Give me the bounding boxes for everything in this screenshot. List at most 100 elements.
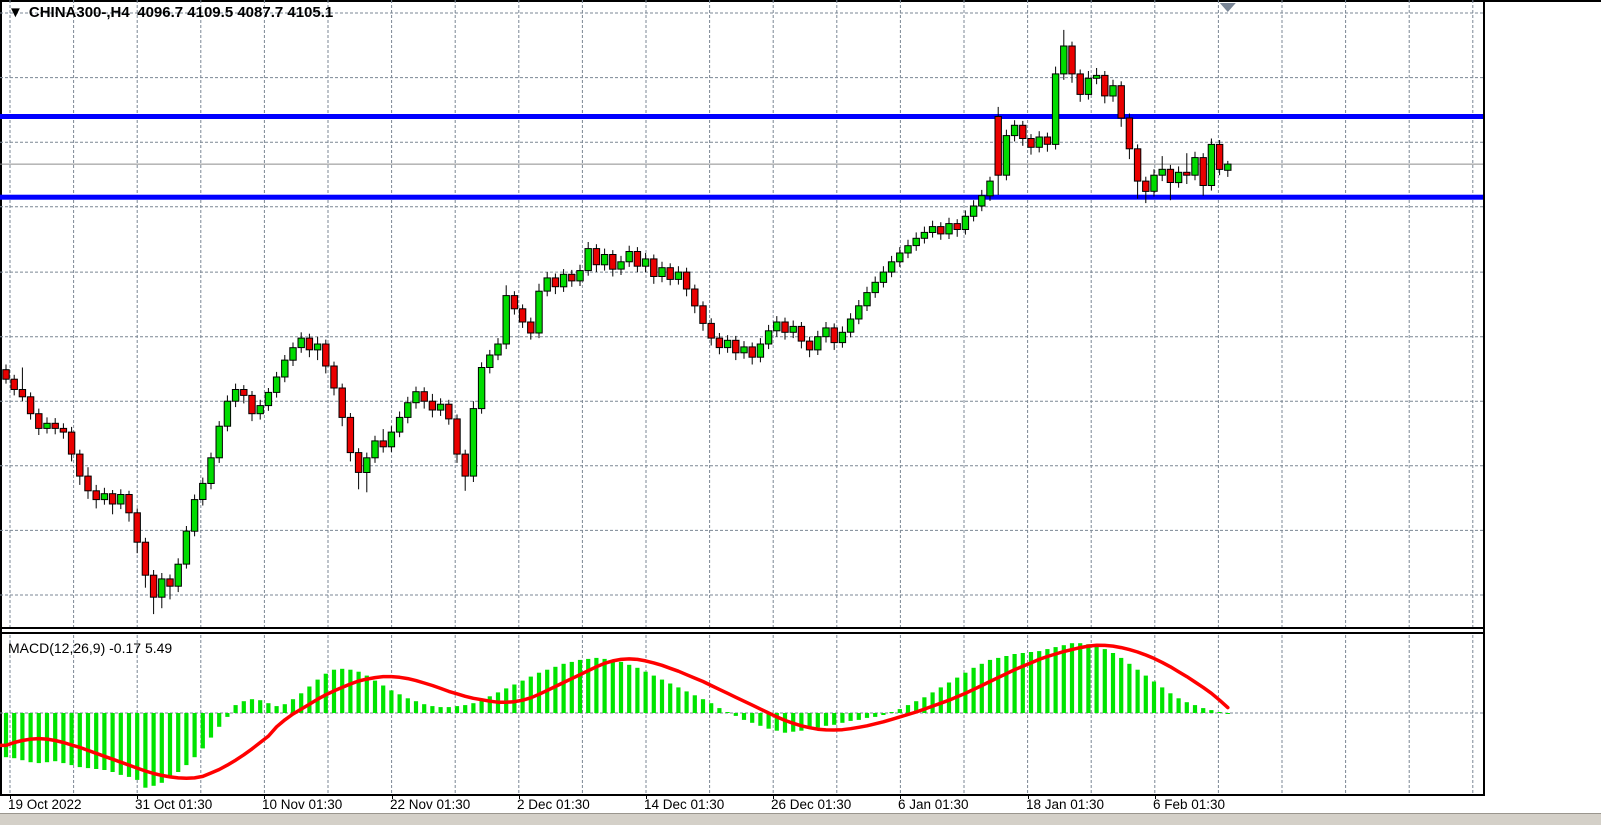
panel-separator-inner [0, 632, 1485, 634]
macd-histogram-bar [651, 675, 656, 713]
window-chrome-bottom [0, 813, 1601, 825]
macd-histogram-bar [1004, 656, 1009, 713]
macd-histogram-bar [1110, 653, 1116, 713]
candle-body [215, 425, 223, 459]
candle-body [1199, 157, 1207, 187]
time-axis-line [0, 794, 1485, 796]
candle-body [1027, 138, 1035, 148]
candle-body [510, 295, 519, 310]
candle-body [658, 267, 666, 278]
candle-body [617, 261, 625, 270]
candle-body [1010, 124, 1019, 137]
macd-histogram-bar [184, 713, 189, 766]
candle-body [477, 367, 486, 410]
candle-body [502, 295, 510, 345]
candle-body [1076, 73, 1084, 95]
candle-body [395, 416, 404, 433]
macd-signal-line [0, 643, 1230, 780]
macd-histogram-bar [200, 713, 205, 749]
macd-histogram-bar [725, 712, 730, 713]
candle-body [231, 389, 240, 402]
candle-body [904, 245, 912, 254]
candle-body [248, 394, 256, 415]
time-axis[interactable]: 19 Oct 2022 31 Oct 01:30 10 Nov 01:30 22 No… [0, 795, 1483, 813]
candle-body [527, 321, 535, 334]
macd-histogram-bar [848, 713, 853, 721]
macd-histogram-bar [1217, 712, 1222, 713]
macd-histogram-bar [405, 698, 410, 713]
candle-body [1133, 148, 1142, 182]
candle-body [223, 400, 232, 427]
candle-body [26, 396, 35, 415]
candle-body [650, 258, 658, 277]
candle-body [469, 408, 478, 477]
price-axis[interactable]: 4311.04223.04135.04047.03958.03870.03782… [1483, 0, 1601, 795]
candle-body [43, 422, 51, 429]
macd-histogram-bar [12, 713, 17, 759]
time-label: 2 Dec 01:30 [517, 797, 590, 812]
macd-histogram-bar [512, 684, 517, 713]
candle-body [797, 325, 806, 342]
candle-body [1002, 135, 1011, 176]
candle-body [1215, 143, 1224, 170]
candle-body [1084, 77, 1093, 95]
candle-body [174, 563, 182, 587]
candle-body [986, 180, 994, 197]
macd-histogram-bar [635, 667, 640, 713]
candle-body [633, 251, 642, 267]
candle-body [35, 413, 43, 429]
candle-body [691, 288, 699, 307]
candle-body [609, 254, 617, 270]
candle-body [354, 452, 363, 473]
macd-histogram-bar [668, 683, 673, 713]
candle-body [346, 416, 355, 454]
candle-body [264, 391, 273, 407]
panel-separator[interactable] [0, 627, 1485, 629]
time-label: 6 Jan 01:30 [898, 797, 969, 812]
horizontal-line[interactable] [0, 114, 1483, 119]
time-tick [1028, 795, 1029, 799]
candle-body [625, 251, 633, 263]
macd-histogram-bar [249, 699, 255, 713]
candle-body [338, 387, 346, 418]
macd-histogram-bar [397, 694, 402, 713]
macd-histogram-bar [217, 713, 222, 727]
candle-body [289, 347, 297, 361]
candle-body [84, 475, 92, 492]
candle-body [887, 261, 896, 273]
candle-body [781, 321, 789, 333]
macd-histogram-bar [299, 693, 304, 713]
macd-histogram-bar [274, 706, 279, 713]
macd-histogram-bar [340, 668, 345, 713]
candle-body [2, 369, 10, 380]
macd-histogram-bar [594, 657, 599, 713]
macd-histogram-bar [979, 663, 984, 713]
candle-body [863, 292, 871, 307]
macd-histogram-bar [881, 713, 886, 715]
macd-histogram-bar [126, 713, 132, 777]
chart-title: ▼ CHINA300-,H4 4096.7 4109.5 4087.7 4105.… [8, 4, 333, 22]
macd-histogram-bar [676, 687, 681, 713]
candle-body [838, 331, 847, 344]
macd-histogram-bar [77, 713, 82, 768]
macd-indicator-canvas[interactable] [0, 635, 1483, 795]
macd-histogram-bar [372, 680, 378, 713]
macd-histogram-bar [758, 713, 763, 726]
candle-body [420, 391, 428, 402]
candle-body [92, 490, 100, 501]
candle-body [576, 270, 584, 282]
macd-histogram-bar [1053, 647, 1058, 713]
macd-histogram-bar [69, 713, 74, 766]
candle-body [945, 223, 953, 235]
candle-body [1060, 45, 1068, 75]
macd-histogram-bar [873, 713, 878, 717]
macd-histogram-bar [692, 695, 697, 713]
price-chart-canvas[interactable] [0, 0, 1483, 628]
candle-body [912, 237, 920, 247]
macd-histogram-bar [782, 713, 788, 733]
horizontal-line[interactable] [0, 194, 1483, 200]
candle-body [1101, 74, 1109, 97]
macd-histogram-bar [176, 713, 181, 772]
macd-histogram-bar [1192, 705, 1198, 713]
